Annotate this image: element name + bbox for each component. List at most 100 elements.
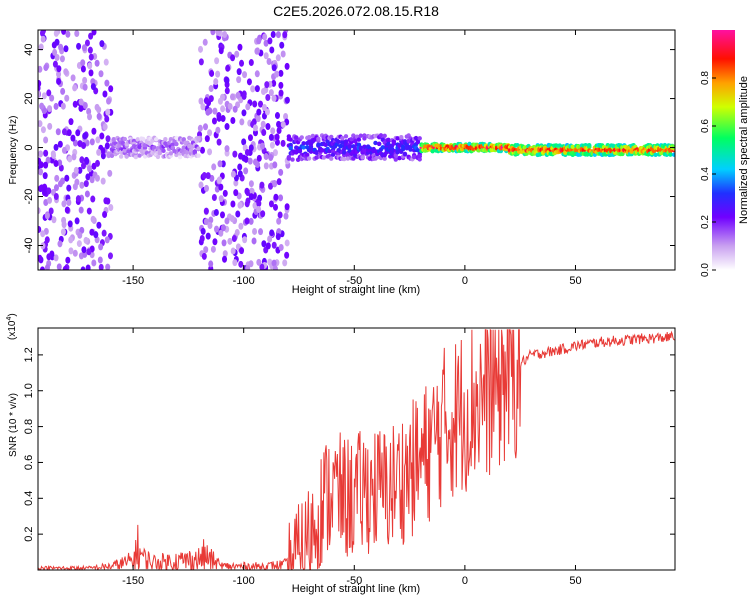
heatmap-cell (64, 206, 70, 214)
heatmap-cell (248, 144, 254, 152)
heatmap-cell (269, 46, 275, 54)
heatmap-cell (38, 225, 42, 233)
heatmap-cell (51, 216, 57, 224)
heatmap-cell (94, 59, 100, 67)
heatmap-cell (270, 127, 276, 135)
heatmap-cell (237, 201, 243, 209)
heatmap-cell (238, 222, 244, 230)
heatmap-cell (91, 30, 97, 36)
heatmap-cell (210, 245, 216, 253)
heatmap-cell (96, 221, 102, 229)
heatmap-cell (284, 251, 290, 259)
heatmap-cell (319, 148, 325, 153)
heatmap-cell (268, 89, 274, 97)
heatmap-cell (72, 139, 78, 147)
heatmap-cell (262, 33, 268, 41)
heatmap-cell (207, 222, 213, 230)
heatmap-cell (252, 227, 258, 235)
heatmap-cell (284, 96, 290, 104)
heatmap-cell (200, 103, 206, 111)
heatmap-cell (211, 117, 217, 125)
heatmap-cell (65, 30, 71, 38)
heatmap-cell (78, 206, 84, 214)
heatmap-cell (88, 69, 94, 77)
heatmap-cell (251, 237, 257, 245)
heatmap-cell (76, 240, 82, 248)
heatmap-cell (256, 258, 262, 266)
heatmap-cell (38, 168, 44, 176)
heatmap-cell (358, 133, 363, 138)
heatmap-cell (53, 30, 59, 37)
colorbar-ticks: 0.0 0.2 0.4 0.6 0.8 (700, 71, 716, 277)
heatmap-cell (288, 137, 293, 142)
x-tick-label: 50 (569, 275, 581, 287)
heatmap-cell (103, 58, 109, 66)
heatmap-cell (668, 152, 673, 157)
heatmap-cell (258, 228, 264, 236)
heatmap-cell (71, 153, 77, 161)
heatmap-cell (81, 44, 87, 52)
heatmap-cell (97, 256, 103, 264)
heatmap-cell (382, 133, 387, 139)
heatmap-cell (212, 238, 218, 246)
heatmap-cell (135, 137, 140, 142)
heatmap-cell (53, 254, 59, 262)
heatmap-cell (198, 45, 204, 53)
heatmap-cell (329, 134, 334, 140)
heatmap-cell (270, 31, 276, 39)
heatmap-cell (181, 145, 186, 150)
heatmap-cell (343, 134, 349, 139)
heatmap-cell (53, 184, 59, 192)
heatmap-cell (284, 203, 290, 211)
y-tick-label: 0.6 (23, 455, 35, 470)
heatmap-cell (84, 190, 90, 198)
heatmap-cell (278, 81, 284, 89)
heatmap-cell (417, 136, 422, 141)
heatmap-cell (51, 151, 57, 159)
heatmap-cell (102, 210, 108, 218)
heatmap-cell (93, 231, 99, 239)
heatmap-cell (53, 193, 59, 201)
heatmap-cell (341, 150, 347, 155)
heatmap-cell (236, 76, 242, 84)
heatmap-cell (63, 45, 69, 53)
heatmap-cell (96, 112, 102, 120)
heatmap-cell (54, 53, 60, 61)
heatmap-cell (256, 108, 262, 116)
heatmap-cell (399, 134, 404, 140)
heatmap-cell (141, 136, 146, 142)
heatmap-cell (244, 200, 250, 208)
heatmap-cell (391, 141, 397, 146)
heatmap-cell (102, 90, 108, 98)
heatmap-cell (316, 142, 321, 147)
heatmap-cell (72, 100, 78, 108)
heatmap-cell (330, 152, 336, 157)
heatmap-cell (181, 137, 186, 142)
heatmap-cell (273, 193, 279, 201)
heatmap-cell (252, 124, 258, 132)
snr-scale-note: (x104) (6, 313, 18, 340)
heatmap-cell (275, 31, 281, 39)
heatmap-cell (57, 180, 63, 188)
heatmap-cell (99, 40, 105, 48)
spectrogram-heatmap (38, 30, 675, 270)
heatmap-cell (66, 198, 72, 206)
heatmap-cell (185, 150, 190, 155)
heatmap-cell (38, 120, 43, 128)
heatmap-cell (83, 180, 89, 188)
heatmap-cell (54, 174, 60, 182)
heatmap-cell (417, 153, 422, 159)
heatmap-cell (234, 228, 240, 236)
heatmap-cell (218, 47, 224, 55)
heatmap-cell (58, 43, 64, 51)
heatmap-cell (276, 126, 282, 134)
x-tick-label: -150 (122, 275, 144, 287)
x-tick-label: -50 (346, 575, 362, 587)
heatmap-cell (214, 57, 220, 65)
heatmap-cell (248, 180, 254, 188)
heatmap-cell (282, 31, 288, 39)
heatmap-cell (235, 210, 241, 218)
heatmap-cell (221, 239, 227, 247)
heatmap-cell (43, 64, 49, 72)
heatmap-cell (239, 59, 245, 67)
